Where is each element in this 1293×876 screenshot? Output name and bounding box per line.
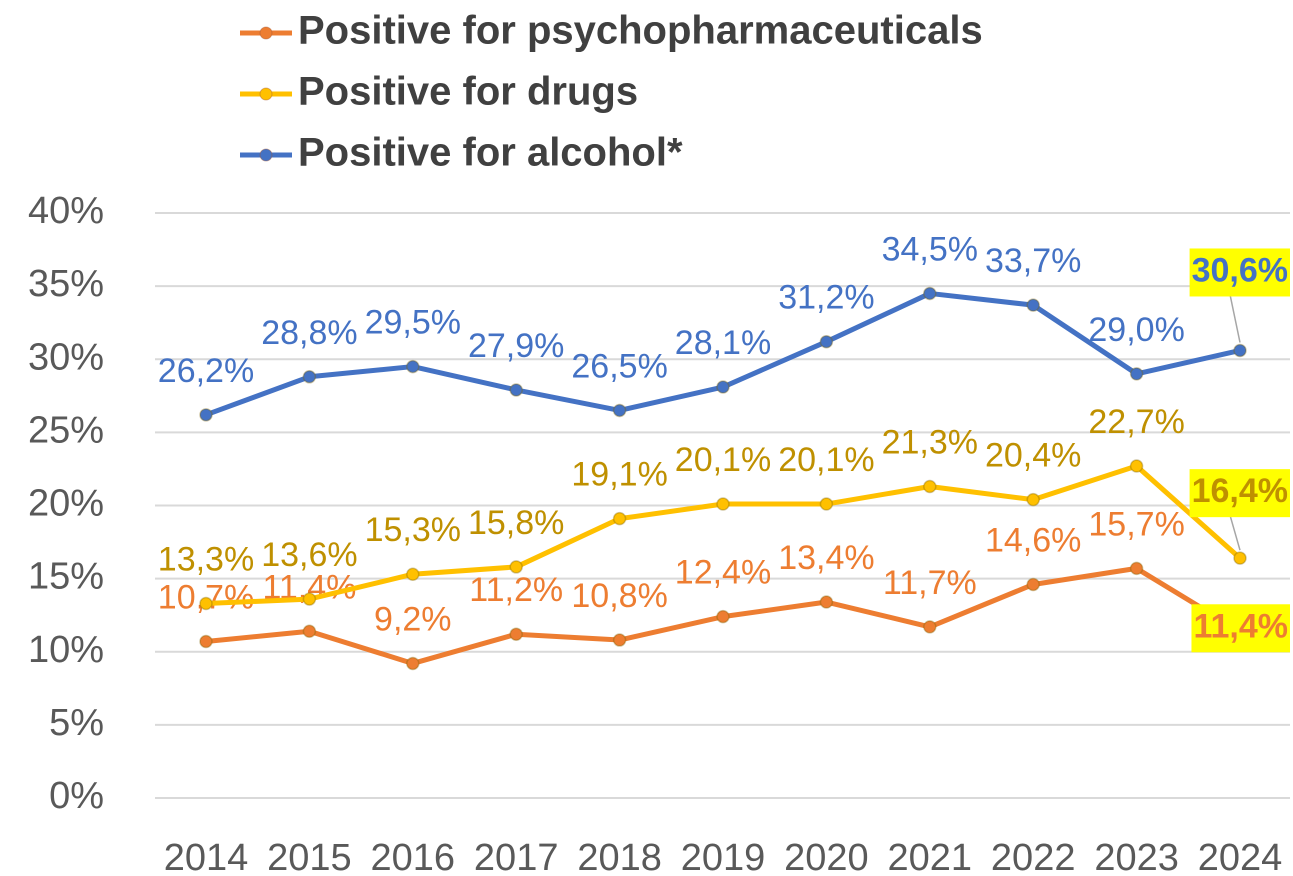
data-point xyxy=(509,627,523,641)
y-tick-label: 5% xyxy=(49,702,104,744)
data-point xyxy=(1233,551,1247,565)
data-label: 33,7% xyxy=(985,242,1081,280)
data-label: 13,4% xyxy=(778,539,874,577)
data-point xyxy=(1026,492,1040,507)
data-label: 10,8% xyxy=(571,577,667,615)
legend-label: Positive for drugs xyxy=(298,70,638,114)
legend-label: Positive for alcohol* xyxy=(298,131,683,175)
y-tick-label: 15% xyxy=(28,556,104,598)
data-label: 26,5% xyxy=(571,347,667,385)
data-label: 34,5% xyxy=(882,230,978,268)
data-label: 11,4% xyxy=(1193,607,1288,645)
data-label: 20,4% xyxy=(985,437,1081,475)
x-tick-label: 2019 xyxy=(681,837,766,876)
legend-marker xyxy=(259,148,273,162)
data-point xyxy=(302,370,317,384)
data-point xyxy=(923,620,937,634)
data-point xyxy=(199,634,213,649)
data-point xyxy=(1026,298,1040,312)
data-point xyxy=(199,596,213,611)
data-point xyxy=(612,633,627,647)
data-point xyxy=(302,592,317,606)
x-tick-label: 2015 xyxy=(267,837,352,876)
data-label: 19,1% xyxy=(571,456,667,494)
data-label: 13,6% xyxy=(261,536,357,574)
y-tick-label: 30% xyxy=(28,336,104,378)
data-label: 26,2% xyxy=(158,352,254,390)
legend-marker xyxy=(259,87,273,101)
data-point xyxy=(406,359,420,374)
data-point xyxy=(716,609,730,624)
data-point xyxy=(716,380,730,394)
data-label: 9,2% xyxy=(374,600,452,638)
x-tick-label: 2014 xyxy=(164,837,249,876)
data-point xyxy=(819,497,834,511)
y-tick-label: 40% xyxy=(28,190,104,232)
data-label: 11,2% xyxy=(469,571,563,609)
data-point xyxy=(1129,459,1144,473)
legend-marker xyxy=(259,26,273,40)
y-tick-label: 20% xyxy=(28,483,104,525)
data-point xyxy=(199,408,213,422)
data-label: 16,4% xyxy=(1192,472,1288,510)
data-point xyxy=(612,403,627,418)
x-tick-label: 2017 xyxy=(474,837,559,876)
data-point xyxy=(819,595,834,609)
data-point xyxy=(1026,577,1040,592)
x-tick-label: 2021 xyxy=(888,837,973,876)
y-tick-label: 0% xyxy=(49,775,104,817)
label-highlight xyxy=(1189,248,1290,297)
data-label: 30,6% xyxy=(1192,251,1288,289)
leader-line xyxy=(1229,514,1241,551)
data-label: 21,3% xyxy=(882,423,978,461)
x-tick-label: 2023 xyxy=(1094,837,1179,876)
y-tick-label: 25% xyxy=(28,409,104,451)
data-label: 15,8% xyxy=(468,504,564,542)
x-tick-label: 2018 xyxy=(577,837,662,876)
label-highlight xyxy=(1189,469,1290,518)
data-label: 15,7% xyxy=(1088,505,1184,543)
data-label: 20,1% xyxy=(675,441,771,479)
y-tick-label: 35% xyxy=(28,263,104,305)
data-point xyxy=(612,511,627,526)
x-tick-label: 2016 xyxy=(371,837,456,876)
data-point xyxy=(1129,561,1144,576)
x-tick-label: 2024 xyxy=(1198,837,1283,876)
y-tick-label: 10% xyxy=(28,629,104,671)
data-point xyxy=(716,497,730,511)
data-point xyxy=(509,560,523,574)
data-label: 22,7% xyxy=(1088,403,1184,441)
label-highlight xyxy=(1191,604,1290,653)
legend-label: Positive for psychopharmaceuticals xyxy=(298,9,983,53)
data-label: 11,7% xyxy=(883,564,977,602)
data-point xyxy=(1129,367,1144,381)
x-tick-label: 2022 xyxy=(991,837,1076,876)
data-point xyxy=(406,656,420,671)
leader-line xyxy=(1229,294,1241,343)
data-label: 31,2% xyxy=(778,279,874,317)
data-label: 12,4% xyxy=(675,554,771,592)
data-label: 29,0% xyxy=(1088,311,1184,349)
data-point xyxy=(509,383,523,397)
data-point xyxy=(1233,343,1247,358)
data-point xyxy=(406,567,420,581)
data-label: 29,5% xyxy=(365,304,461,342)
data-label: 20,1% xyxy=(778,441,874,479)
data-label: 13,3% xyxy=(158,540,254,578)
data-point xyxy=(923,286,937,301)
data-label: 28,1% xyxy=(675,324,771,362)
data-label: 28,8% xyxy=(261,314,357,352)
data-point xyxy=(923,479,937,494)
x-tick-label: 2020 xyxy=(784,837,869,876)
data-label: 14,6% xyxy=(985,521,1081,559)
data-point xyxy=(302,624,317,639)
data-point xyxy=(819,334,834,349)
data-label: 27,9% xyxy=(468,327,564,365)
data-label: 15,3% xyxy=(365,511,461,549)
